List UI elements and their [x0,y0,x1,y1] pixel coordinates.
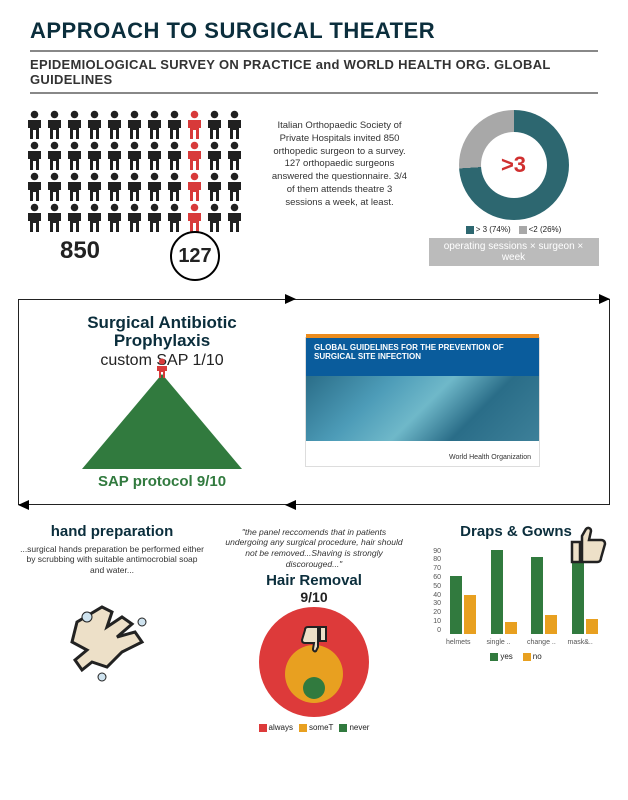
person-icon [125,203,144,233]
person-icon [65,172,84,202]
hair-col: "the panel reccomends that in patients u… [218,523,410,733]
donut-block: >3 > 3 (74%)<2 (26%) operating sessions … [424,110,603,266]
bottom-row: hand preparation ...surgical hands prepa… [0,515,628,733]
person-icon [165,110,184,140]
person-icon [45,172,64,202]
person-icon [225,203,244,233]
person-icon [125,172,144,202]
thumb-down-icon [296,619,332,655]
hair-legend: alwayssomeTnever [259,723,370,732]
hands-title: hand preparation [51,523,174,540]
person-icon [185,203,204,233]
person-icon [165,141,184,171]
who-cover-block: GLOBAL GUIDELINES FOR THE PREVENTION OF … [305,337,591,467]
survey-row: 850 127 Italian Orthopaedic Society of P… [0,100,628,289]
drapes-col: Draps & Gowns 9080706050403020100 helmet… [420,523,612,733]
people-block: 850 127 [25,110,255,281]
hands-desc: ...surgical hands preparation be perform… [16,544,208,576]
arrow-icon [285,500,296,510]
person-icon [65,110,84,140]
person-icon [85,203,104,233]
person-icon [205,141,224,171]
person-icon [225,141,244,171]
person-icon [145,203,164,233]
person-icon [125,141,144,171]
person-icon [225,172,244,202]
person-icon [65,141,84,171]
person-icon [165,203,184,233]
person-icon [155,358,169,378]
hair-chart [259,607,369,717]
person-icon [185,172,204,202]
person-icon [45,110,64,140]
person-icon [225,110,244,140]
sap-box: Surgical Antibiotic Prophylaxis custom S… [18,299,610,505]
count-responded: 127 [170,231,220,281]
person-icon [205,203,224,233]
person-icon [105,172,124,202]
person-icon [145,172,164,202]
arrow-icon [599,294,610,304]
people-grid [25,110,255,233]
sap-block: Surgical Antibiotic Prophylaxis custom S… [37,314,287,490]
survey-description: Italian Orthopaedic Society of Private H… [267,110,412,210]
person-icon [105,110,124,140]
person-icon [205,172,224,202]
donut-center-label: >3 [501,152,526,178]
person-icon [85,141,104,171]
person-icon [25,172,44,202]
person-icon [125,110,144,140]
count-total: 850 [60,237,100,281]
donut-chart: >3 [459,110,569,220]
triangle-icon [82,374,242,469]
person-icon [25,141,44,171]
person-icon [185,110,204,140]
donut-legend: > 3 (74%)<2 (26%) [466,225,562,234]
arrow-icon [18,500,29,510]
person-icon [165,172,184,202]
drapes-legend: yesno [490,652,541,661]
header: APPROACH TO SURGICAL THEATER EPIDEMIOLOG… [0,0,628,100]
sap-protocol-label: SAP protocol 9/10 [37,473,287,490]
who-cover: GLOBAL GUIDELINES FOR THE PREVENTION OF … [305,337,540,467]
person-icon [185,141,204,171]
who-cover-heading: GLOBAL GUIDELINES FOR THE PREVENTION OF … [306,338,539,376]
person-icon [25,110,44,140]
page-subtitle: EPIDEMIOLOGICAL SURVEY ON PRACTICE and W… [30,50,598,94]
person-icon [105,203,124,233]
person-icon [65,203,84,233]
thumb-up-icon [564,520,614,570]
who-cover-footer: World Health Organization [449,454,531,461]
hair-title: Hair Removal [266,572,362,589]
hair-quote: "the panel reccomends that in patients u… [218,527,410,570]
person-icon [25,203,44,233]
donut-caption: operating sessions × surgeon × week [429,238,599,266]
person-icon [205,110,224,140]
hands-icon [57,582,167,692]
hands-col: hand preparation ...surgical hands prepa… [16,523,208,733]
person-icon [105,141,124,171]
drapes-title: Draps & Gowns [460,523,572,540]
hair-ratio: 9/10 [300,589,327,605]
person-icon [45,141,64,171]
person-icon [45,203,64,233]
drapes-bar-chart: 9080706050403020100 helmetssingle ..chan… [426,548,606,648]
person-icon [85,172,104,202]
person-icon [145,110,164,140]
page-title: APPROACH TO SURGICAL THEATER [30,18,598,44]
person-icon [145,141,164,171]
person-icon [85,110,104,140]
arrow-icon [285,294,296,304]
sap-title: Surgical Antibiotic Prophylaxis [37,314,287,350]
who-cover-image [306,376,539,441]
